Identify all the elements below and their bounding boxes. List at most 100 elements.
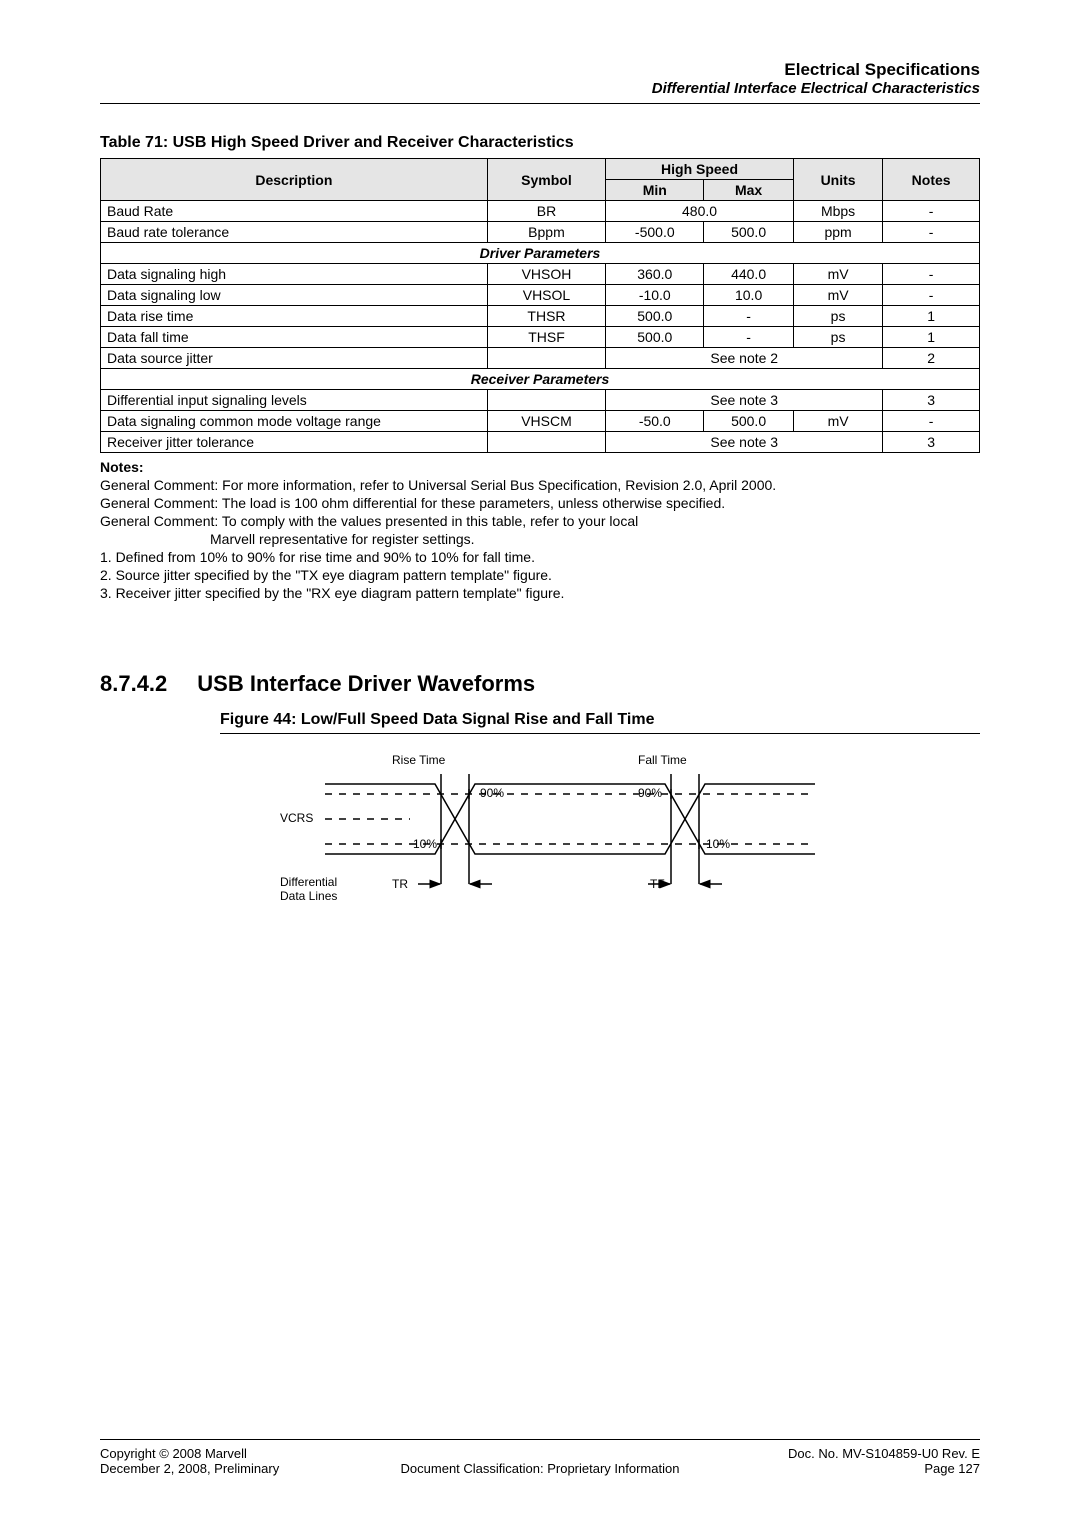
- note-line: General Comment: To comply with the valu…: [100, 513, 980, 529]
- cell-note: 3: [883, 432, 980, 453]
- table-row: Data rise time THSR 500.0 - ps 1: [101, 306, 980, 327]
- cell-max: 500.0: [704, 222, 794, 243]
- cell-desc: Data fall time: [101, 327, 488, 348]
- page-header: Electrical Specifications Differential I…: [100, 60, 980, 97]
- cell-units: mV: [793, 411, 882, 432]
- cell-desc: Data signaling high: [101, 264, 488, 285]
- ninety-label: 90%: [638, 786, 662, 800]
- cell-desc: Baud Rate: [101, 201, 488, 222]
- cell-min: 500.0: [606, 327, 704, 348]
- col-min: Min: [606, 180, 704, 201]
- col-highspeed: High Speed: [606, 159, 794, 180]
- note-line: General Comment: For more information, r…: [100, 477, 980, 493]
- spec-table: Description Symbol High Speed Units Note…: [100, 158, 980, 453]
- cell-sym: VHSOL: [487, 285, 605, 306]
- table-row: Baud rate tolerance Bppm -500.0 500.0 pp…: [101, 222, 980, 243]
- fall-time-label: Fall Time: [638, 753, 687, 767]
- note-line: 3. Receiver jitter specified by the "RX …: [100, 585, 980, 601]
- cell-units: mV: [793, 264, 882, 285]
- col-notes: Notes: [883, 159, 980, 201]
- cell-sym: BR: [487, 201, 605, 222]
- table-row: Data signaling high VHSOH 360.0 440.0 mV…: [101, 264, 980, 285]
- cell-desc: Data signaling low: [101, 285, 488, 306]
- diff-label-2: Data Lines: [280, 889, 337, 903]
- table-section-row: Receiver Parameters: [101, 369, 980, 390]
- footer-rule: [100, 1439, 980, 1440]
- vcrs-label: VCRS: [280, 811, 313, 825]
- cell-span: 480.0: [606, 201, 794, 222]
- cell-max: 440.0: [704, 264, 794, 285]
- cell-note: -: [883, 222, 980, 243]
- cell-sym: Bppm: [487, 222, 605, 243]
- section-title: USB Interface Driver Waveforms: [197, 671, 535, 697]
- cell-sym: [487, 390, 605, 411]
- section-number: 8.7.4.2: [100, 671, 167, 697]
- col-max: Max: [704, 180, 794, 201]
- cell-note: 1: [883, 327, 980, 348]
- ten-label: 10%: [706, 837, 730, 851]
- cell-sym: VHSCM: [487, 411, 605, 432]
- diff-label-1: Differential: [280, 875, 337, 889]
- cell-min: 500.0: [606, 306, 704, 327]
- footer-date: December 2, 2008, Preliminary: [100, 1461, 393, 1476]
- cell-min: -50.0: [606, 411, 704, 432]
- cell-units: ps: [793, 306, 882, 327]
- cell-sym: [487, 348, 605, 369]
- notes-label: Notes:: [100, 459, 980, 475]
- cell-note: 3: [883, 390, 980, 411]
- rise-time-label: Rise Time: [392, 753, 446, 767]
- cell-desc: Data signaling common mode voltage range: [101, 411, 488, 432]
- cell-desc: Data source jitter: [101, 348, 488, 369]
- cell-max: 500.0: [704, 411, 794, 432]
- cell-units: ps: [793, 327, 882, 348]
- table-row: Data fall time THSF 500.0 - ps 1: [101, 327, 980, 348]
- table-title: Table 71: USB High Speed Driver and Rece…: [100, 134, 980, 152]
- tf-label: TF: [650, 877, 665, 891]
- cell-sym: [487, 432, 605, 453]
- table-section-row: Driver Parameters: [101, 243, 980, 264]
- table-row: Receiver jitter tolerance See note 3 3: [101, 432, 980, 453]
- cell-sym: VHSOH: [487, 264, 605, 285]
- section-label: Driver Parameters: [101, 243, 980, 264]
- cell-min: -10.0: [606, 285, 704, 306]
- cell-note: -: [883, 285, 980, 306]
- cell-note: -: [883, 264, 980, 285]
- cell-max: -: [704, 306, 794, 327]
- col-symbol: Symbol: [487, 159, 605, 201]
- table-row: Data signaling low VHSOL -10.0 10.0 mV -: [101, 285, 980, 306]
- page-container: Electrical Specifications Differential I…: [0, 0, 1080, 1516]
- cell-note: -: [883, 201, 980, 222]
- cell-units: ppm: [793, 222, 882, 243]
- col-units: Units: [793, 159, 882, 201]
- cell-units: Mbps: [793, 201, 882, 222]
- footer-docno: Doc. No. MV-S104859-U0 Rev. E: [687, 1446, 980, 1461]
- waveform-diagram: Rise Time Fall Time VCRS 90% 90% 10% 10%…: [220, 744, 980, 919]
- cell-desc: Differential input signaling levels: [101, 390, 488, 411]
- cell-desc: Baud rate tolerance: [101, 222, 488, 243]
- notes-block: General Comment: For more information, r…: [100, 477, 980, 601]
- table-row: Baud Rate BR 480.0 Mbps -: [101, 201, 980, 222]
- table-header-row-1: Description Symbol High Speed Units Note…: [101, 159, 980, 180]
- cell-note: 1: [883, 306, 980, 327]
- cell-note: -: [883, 411, 980, 432]
- cell-min: -500.0: [606, 222, 704, 243]
- section-label: Receiver Parameters: [101, 369, 980, 390]
- col-description: Description: [101, 159, 488, 201]
- header-title: Electrical Specifications: [100, 60, 980, 80]
- footer-copyright: Copyright © 2008 Marvell: [100, 1446, 393, 1461]
- footer-classification: Document Classification: Proprietary Inf…: [393, 1461, 686, 1476]
- note-line: 1. Defined from 10% to 90% for rise time…: [100, 549, 980, 565]
- cell-min: 360.0: [606, 264, 704, 285]
- ten-label: 10%: [413, 837, 437, 851]
- cell-max: 10.0: [704, 285, 794, 306]
- note-line: General Comment: The load is 100 ohm dif…: [100, 495, 980, 511]
- cell-span3: See note 2: [606, 348, 883, 369]
- ninety-label: 90%: [480, 786, 504, 800]
- section-heading: 8.7.4.2 USB Interface Driver Waveforms: [100, 671, 980, 697]
- table-row: Data source jitter See note 2 2: [101, 348, 980, 369]
- footer-page: Page 127: [687, 1461, 980, 1476]
- cell-span3: See note 3: [606, 390, 883, 411]
- cell-desc: Receiver jitter tolerance: [101, 432, 488, 453]
- header-subtitle: Differential Interface Electrical Charac…: [100, 80, 980, 97]
- cell-note: 2: [883, 348, 980, 369]
